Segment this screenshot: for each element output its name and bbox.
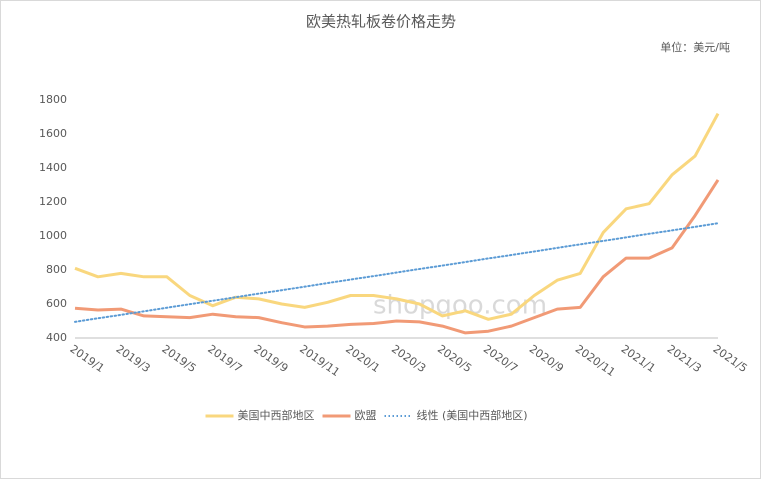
y-tick-label: 1200 bbox=[39, 195, 67, 208]
series-line bbox=[74, 179, 720, 335]
series-line bbox=[74, 222, 719, 323]
y-tick-label: 1800 bbox=[39, 93, 67, 106]
legend-label: 美国中西部地区 bbox=[238, 408, 315, 422]
legend-label: 线性 (美国中西部地区) bbox=[417, 408, 528, 422]
y-tick-label: 600 bbox=[46, 297, 67, 310]
y-tick-label: 400 bbox=[46, 331, 67, 344]
legend-label: 欧盟 bbox=[355, 409, 377, 422]
y-tick-label: 1000 bbox=[39, 229, 67, 242]
y-tick-label: 1600 bbox=[39, 127, 67, 140]
watermark: shopqoo.com bbox=[373, 291, 547, 321]
unit-label: 单位：美元/吨 bbox=[660, 40, 730, 54]
y-tick-label: 800 bbox=[46, 263, 67, 276]
y-tick-label: 1400 bbox=[39, 161, 67, 174]
chart-title: 欧美热轧板卷价格走势 bbox=[306, 13, 456, 31]
series-line bbox=[74, 112, 720, 321]
